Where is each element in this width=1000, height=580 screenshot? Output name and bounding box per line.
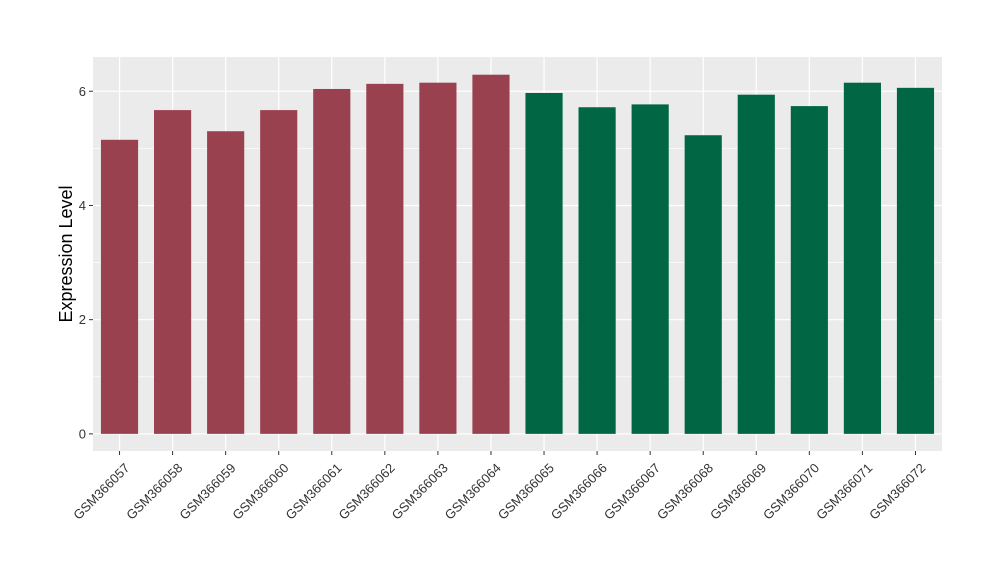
x-tick-label: GSM366069 [707, 460, 769, 522]
bar-GSM366069 [737, 94, 775, 434]
x-tick-label: GSM366067 [601, 460, 663, 522]
x-tick-label: GSM366064 [442, 460, 504, 522]
x-tick-label: GSM366061 [282, 460, 344, 522]
bars [100, 74, 935, 434]
bar-GSM366070 [790, 106, 828, 434]
bar-GSM366059 [207, 131, 245, 434]
y-tick-label: 4 [79, 198, 86, 213]
bar-GSM366068 [684, 135, 722, 434]
y-axis-title: Expression Level [56, 185, 76, 322]
y-tick-label: 6 [79, 84, 86, 99]
bar-GSM366057 [100, 139, 139, 434]
x-tick-label: GSM366062 [336, 460, 398, 522]
bar-GSM366060 [260, 110, 298, 434]
x-tick-label: GSM366063 [389, 460, 451, 522]
bar-GSM366062 [366, 83, 404, 434]
y-axis: 0 2 4 6 [79, 84, 93, 441]
x-tick-label: GSM366070 [760, 460, 822, 522]
x-tick-label: GSM366060 [229, 460, 291, 522]
x-tick-label: GSM366059 [176, 460, 238, 522]
x-tick-label: GSM366058 [123, 460, 185, 522]
bar-GSM366063 [419, 82, 457, 434]
y-tick-label: 2 [79, 312, 86, 327]
bar-GSM366064 [472, 74, 510, 434]
bar-GSM366065 [525, 92, 563, 434]
x-tick-label: GSM366065 [495, 460, 557, 522]
y-tick-label: 0 [79, 426, 86, 441]
x-tick-label: GSM366066 [548, 460, 610, 522]
bar-GSM366072 [896, 87, 935, 434]
bar-GSM366067 [631, 104, 669, 434]
x-tick-label: GSM366057 [70, 460, 132, 522]
x-tick-label: GSM366072 [866, 460, 928, 522]
x-tick-label: GSM366071 [813, 460, 875, 522]
x-tick-label: GSM366068 [654, 460, 716, 522]
x-axis: GSM366057GSM366058GSM366059GSM366060GSM3… [70, 451, 928, 523]
bar-GSM366066 [578, 107, 616, 434]
bar-GSM366071 [843, 82, 881, 434]
bar-GSM366058 [154, 110, 192, 434]
bar-GSM366061 [313, 88, 351, 434]
